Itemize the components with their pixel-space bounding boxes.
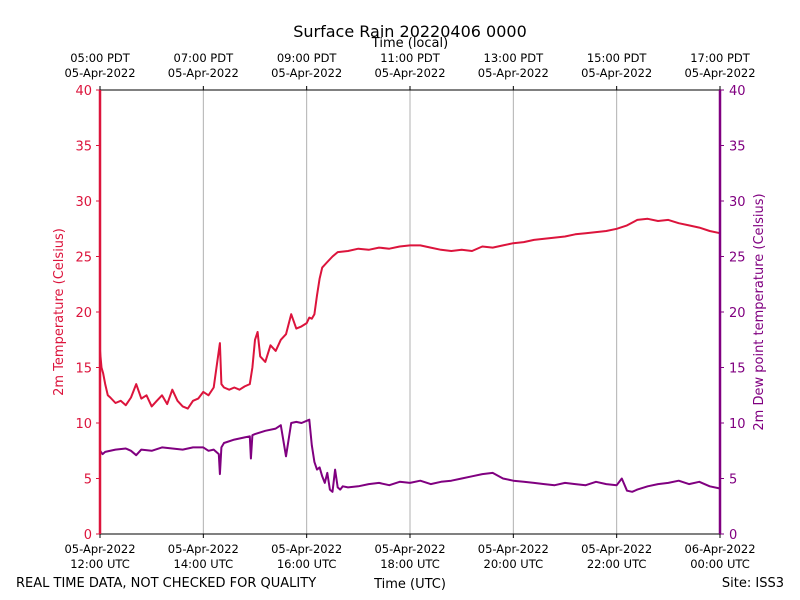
top-axis-label: Time (local)	[371, 36, 448, 51]
temperature-series-line	[99, 217, 721, 410]
bottom-tick-time: 20:00 UTC	[484, 557, 544, 571]
top-tick-time: 09:00 PDT	[277, 51, 338, 65]
left-tick-label: 10	[75, 417, 92, 432]
bottom-tick-time: 22:00 UTC	[587, 557, 647, 571]
top-tick-date: 05-Apr-2022	[581, 66, 652, 80]
left-tick-label: 40	[75, 84, 92, 99]
bottom-tick-date: 05-Apr-2022	[581, 542, 652, 556]
top-tick-time: 13:00 PDT	[484, 51, 545, 65]
left-tick-label: 25	[75, 251, 92, 266]
right-tick-label: 25	[729, 251, 746, 266]
bottom-tick-date: 05-Apr-2022	[374, 542, 445, 556]
top-tick-time: 15:00 PDT	[587, 51, 648, 65]
bottom-tick-date: 05-Apr-2022	[478, 542, 549, 556]
bottom-tick-date: 05-Apr-2022	[271, 542, 342, 556]
right-tick-label: 10	[729, 417, 746, 432]
right-tick-label: 0	[729, 528, 737, 543]
right-tick-label: 5	[729, 473, 737, 488]
bottom-axis-label: Time (UTC)	[373, 577, 446, 592]
right-axis-ticks: 0 5 10 15 20 25 30 35 40	[720, 84, 746, 543]
left-tick-label: 30	[75, 195, 92, 210]
bottom-tick-time: 14:00 UTC	[174, 557, 234, 571]
dewpoint-series-line	[99, 418, 721, 493]
grid	[202, 90, 618, 534]
top-tick-date: 05-Apr-2022	[64, 66, 135, 80]
bottom-tick-date: 06-Apr-2022	[684, 542, 755, 556]
left-tick-label: 35	[75, 140, 92, 155]
bottom-tick-time: 16:00 UTC	[277, 557, 337, 571]
right-tick-label: 30	[729, 195, 746, 210]
top-tick-date: 05-Apr-2022	[374, 66, 445, 80]
top-tick-date: 05-Apr-2022	[271, 66, 342, 80]
top-tick-time: 05:00 PDT	[70, 51, 131, 65]
left-axis-ticks: 0 5 10 15 20 25 30 35 40	[75, 84, 100, 543]
left-tick-label: 0	[84, 528, 92, 543]
bottom-tick-date: 05-Apr-2022	[64, 542, 135, 556]
top-tick-date: 05-Apr-2022	[684, 66, 755, 80]
chart-title: Surface Rain 20220406 0000	[293, 22, 527, 41]
right-tick-label: 15	[729, 362, 746, 377]
right-tick-label: 20	[729, 306, 746, 321]
right-tick-label: 35	[729, 140, 746, 155]
top-tick-time: 17:00 PDT	[690, 51, 751, 65]
left-tick-label: 5	[84, 473, 92, 488]
bottom-tick-date: 05-Apr-2022	[168, 542, 239, 556]
left-tick-label: 15	[75, 362, 92, 377]
bottom-tick-time: 12:00 UTC	[70, 557, 130, 571]
site-label: Site: ISS3	[722, 576, 784, 591]
left-tick-label: 20	[75, 306, 92, 321]
quality-disclaimer: REAL TIME DATA, NOT CHECKED FOR QUALITY	[16, 576, 316, 591]
top-tick-date: 05-Apr-2022	[478, 66, 549, 80]
top-tick-time: 11:00 PDT	[380, 51, 441, 65]
right-tick-label: 40	[729, 84, 746, 99]
top-tick-date: 05-Apr-2022	[168, 66, 239, 80]
top-tick-time: 07:00 PDT	[174, 51, 235, 65]
bottom-tick-time: 18:00 UTC	[380, 557, 440, 571]
left-axis-label: 2m Temperature (Celsius)	[52, 228, 67, 396]
bottom-tick-time: 00:00 UTC	[690, 557, 750, 571]
right-axis-label: 2m Dew point temperature (Celsius)	[752, 193, 767, 430]
series-layer	[99, 217, 721, 493]
